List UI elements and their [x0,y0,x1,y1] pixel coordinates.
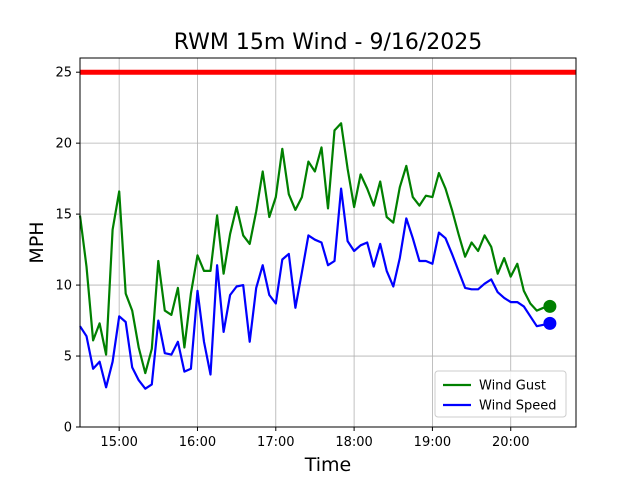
x-tick-label: 18:00 [335,435,372,450]
y-tick-label: 15 [55,208,72,223]
x-axis-label: Time [304,454,352,476]
legend-label-wind-speed: Wind Speed [479,399,557,414]
plot-area [80,58,576,427]
wind-speed-line [79,187,551,390]
x-axis-ticks: 15:00 16:00 17:00 18:00 19:00 20:00 [100,427,529,450]
x-tick-label: 16:00 [179,435,216,450]
y-axis-label: MPH [26,221,48,263]
wind-gust-line [78,122,551,375]
y-tick-label: 0 [64,421,72,436]
legend-label-wind-gust: Wind Gust [479,379,546,394]
wind-gust-end-marker [543,299,557,313]
x-tick-label: 17:00 [257,435,294,450]
y-tick-label: 5 [64,350,72,365]
chart-title: RWM 15m Wind - 9/16/2025 [174,30,483,55]
end-markers [543,299,557,330]
plot-frame [79,57,577,428]
legend: Wind Gust Wind Speed [434,370,567,418]
x-tick-label: 19:00 [414,435,451,450]
x-tick-label: 15:00 [100,435,137,450]
y-axis-ticks: 0 5 10 15 20 25 [55,66,80,436]
series-group [78,122,551,390]
y-tick-label: 20 [55,137,72,152]
y-tick-label: 25 [55,66,72,81]
x-tick-label: 20:00 [492,435,529,450]
wind-speed-end-marker [543,316,557,330]
y-tick-label: 10 [55,279,72,294]
